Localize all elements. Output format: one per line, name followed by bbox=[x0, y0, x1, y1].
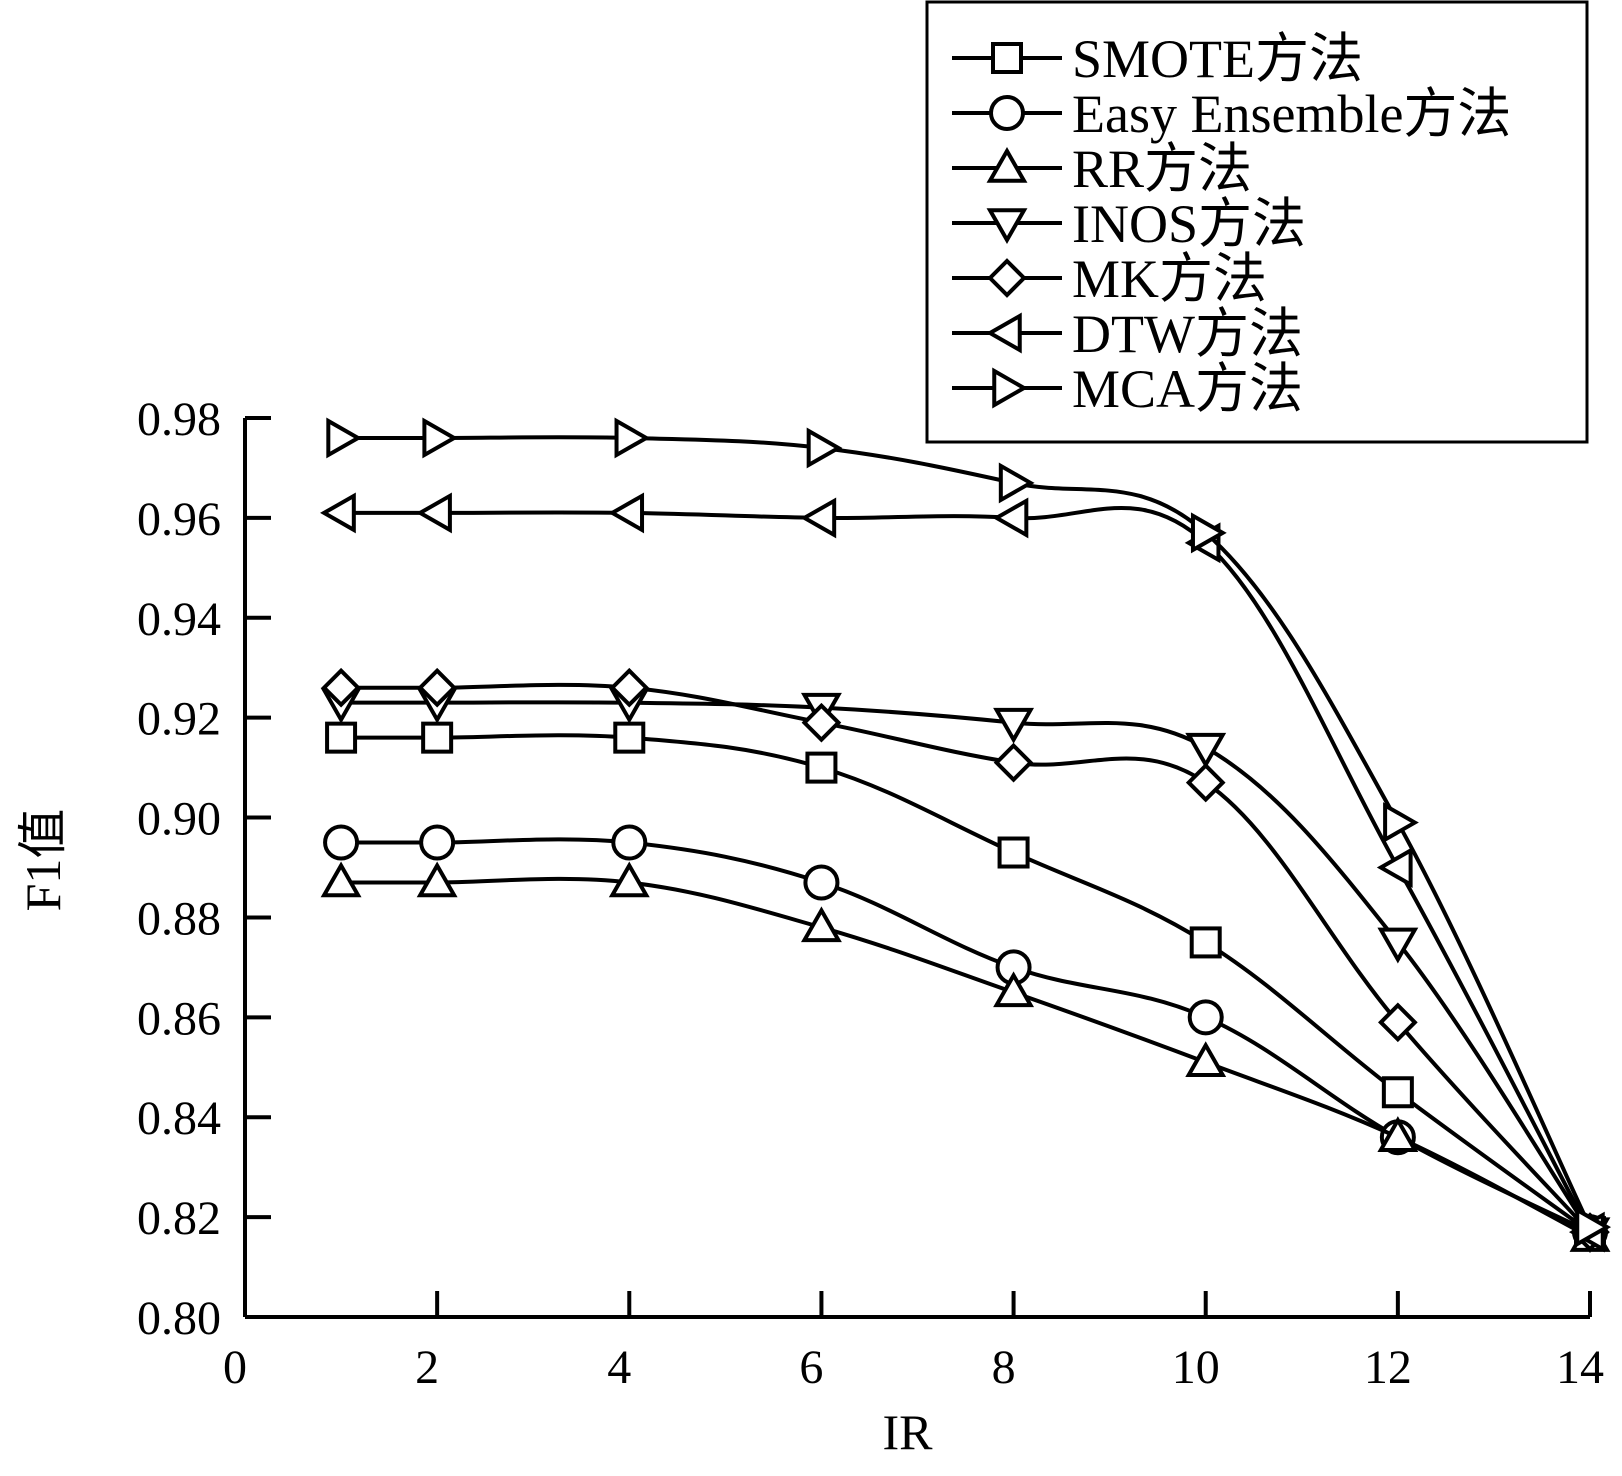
y-tick-label: 0.94 bbox=[137, 593, 221, 646]
y-tick-label: 0.90 bbox=[137, 793, 221, 846]
data-point bbox=[1190, 512, 1227, 554]
x-axis-ticks: 0 2 4 6 8 10 12 14 bbox=[223, 1291, 1604, 1394]
data-point bbox=[608, 861, 650, 898]
data-point bbox=[803, 864, 840, 901]
data-point bbox=[326, 417, 363, 459]
data-point bbox=[997, 836, 1030, 869]
legend-label: MK方法 bbox=[1072, 249, 1267, 309]
y-tick-label: 0.80 bbox=[137, 1292, 221, 1345]
x-tick-label: 8 bbox=[992, 1341, 1016, 1394]
legend-item: SMOTE方法 bbox=[952, 29, 1363, 89]
legend-item: MK方法 bbox=[952, 249, 1267, 309]
data-point bbox=[1185, 1041, 1227, 1078]
data-point bbox=[801, 702, 842, 743]
y-tick-label: 0.88 bbox=[137, 892, 221, 945]
data-point bbox=[422, 417, 459, 459]
x-tick-label: 12 bbox=[1364, 1341, 1412, 1394]
y-axis-ticks: 0.80 0.82 0.84 0.86 0.88 0.90 0.92 0.94 0.96 0.98 bbox=[137, 393, 271, 1345]
y-tick-label: 0.96 bbox=[137, 493, 221, 546]
data-point bbox=[609, 667, 650, 708]
data-point bbox=[1185, 762, 1226, 803]
y-tick-label: 0.84 bbox=[137, 1092, 221, 1145]
legend-item: INOS方法 bbox=[952, 194, 1306, 254]
series-group bbox=[323, 824, 1608, 1251]
data-point bbox=[320, 492, 356, 534]
legend-item: MCA方法 bbox=[952, 359, 1303, 419]
y-axis-title: F1值 bbox=[15, 809, 71, 912]
series-group bbox=[325, 721, 1606, 1249]
data-point bbox=[419, 824, 456, 861]
legend-label: RR方法 bbox=[1072, 139, 1252, 199]
data-point bbox=[1377, 1116, 1419, 1152]
series-line bbox=[341, 733, 1592, 1234]
y-tick-label: 0.86 bbox=[137, 992, 221, 1045]
series-layer bbox=[320, 417, 1612, 1254]
data-point bbox=[416, 861, 458, 898]
data-point bbox=[1378, 1002, 1418, 1043]
legend-item: DTW方法 bbox=[952, 304, 1303, 364]
data-point bbox=[613, 721, 646, 754]
x-tick-label: 10 bbox=[1172, 1341, 1220, 1394]
series-line bbox=[341, 435, 1592, 1228]
legend-marker bbox=[992, 367, 1029, 409]
y-tick-label: 0.92 bbox=[137, 693, 221, 746]
data-point bbox=[1381, 1076, 1414, 1109]
y-tick-label: 0.82 bbox=[137, 1192, 221, 1245]
legend-item: Easy Ensemble方法 bbox=[952, 84, 1511, 144]
data-point bbox=[614, 417, 651, 459]
legend-label: MCA方法 bbox=[1072, 359, 1303, 419]
data-point bbox=[416, 492, 452, 534]
data-point bbox=[1383, 802, 1419, 843]
data-point bbox=[1575, 1206, 1612, 1248]
data-point bbox=[321, 667, 361, 708]
legend-marker bbox=[991, 42, 1023, 74]
data-point bbox=[993, 707, 1035, 744]
data-point bbox=[611, 824, 648, 861]
series-group bbox=[320, 687, 1611, 1254]
legend-label: DTW方法 bbox=[1072, 304, 1303, 364]
data-point bbox=[998, 462, 1035, 504]
axes bbox=[243, 418, 1590, 1319]
series-group bbox=[326, 417, 1612, 1248]
y-tick-label: 0.98 bbox=[137, 393, 221, 446]
x-tick-label: 14 bbox=[1556, 1341, 1604, 1394]
data-point bbox=[805, 751, 838, 784]
x-axis-title: IR bbox=[883, 1404, 934, 1460]
legend-item: RR方法 bbox=[952, 139, 1252, 199]
data-point bbox=[421, 721, 454, 754]
data-point bbox=[806, 427, 843, 469]
series-group bbox=[321, 667, 1610, 1252]
x-tick-label: 0 bbox=[223, 1341, 247, 1394]
series-line bbox=[341, 876, 1591, 1239]
data-point bbox=[1189, 926, 1222, 959]
data-point bbox=[325, 721, 358, 754]
data-point bbox=[993, 742, 1034, 783]
data-point bbox=[323, 824, 360, 861]
data-point bbox=[992, 497, 1029, 539]
x-tick-label: 4 bbox=[607, 1341, 631, 1394]
legend-marker bbox=[987, 258, 1027, 298]
legend-marker bbox=[986, 146, 1028, 183]
data-point bbox=[1376, 847, 1413, 888]
x-tick-label: 6 bbox=[799, 1341, 823, 1394]
legend-label: Easy Ensemble方法 bbox=[1072, 84, 1511, 144]
data-point bbox=[608, 492, 645, 534]
legend-marker bbox=[986, 208, 1028, 245]
data-point bbox=[1187, 999, 1224, 1036]
data-point bbox=[417, 667, 457, 708]
data-point bbox=[1185, 732, 1227, 769]
data-point bbox=[800, 497, 837, 539]
series-group bbox=[320, 861, 1611, 1252]
data-point bbox=[800, 906, 842, 943]
x-tick-label: 2 bbox=[415, 1341, 439, 1394]
data-point bbox=[993, 971, 1035, 1008]
legend-marker bbox=[989, 95, 1025, 131]
legend-marker bbox=[985, 312, 1022, 354]
data-point bbox=[320, 861, 362, 898]
data-point bbox=[1377, 927, 1419, 964]
legend-label: INOS方法 bbox=[1072, 194, 1306, 254]
legend-label: SMOTE方法 bbox=[1072, 29, 1363, 89]
